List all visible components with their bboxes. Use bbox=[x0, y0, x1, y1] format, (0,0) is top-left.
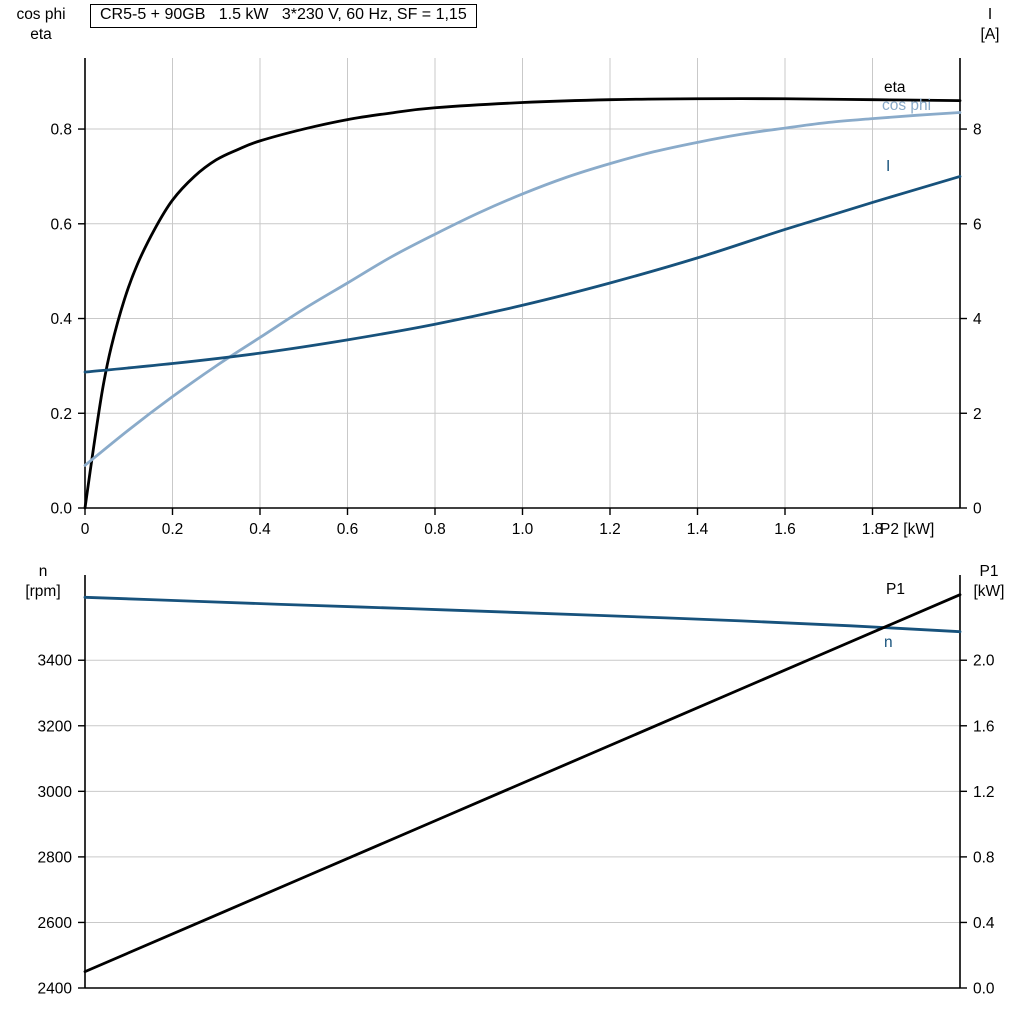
left-tick-label: 2800 bbox=[38, 849, 73, 866]
left-tick-label: 0.2 bbox=[50, 406, 72, 423]
right-tick-label: 6 bbox=[973, 216, 982, 233]
x-tick-label: 0.2 bbox=[162, 521, 184, 538]
curve-label-p1: P1 bbox=[886, 581, 905, 598]
x-tick-label: 1.2 bbox=[599, 521, 621, 538]
left-tick-label: 0.8 bbox=[50, 122, 72, 139]
axis-title-line: [kW] bbox=[973, 583, 1005, 600]
series-path-n bbox=[83, 595, 962, 634]
right-tick-label: 2.0 bbox=[973, 653, 995, 670]
left-tick-label: 0.0 bbox=[50, 501, 72, 518]
right-tick-label: 4 bbox=[973, 311, 982, 328]
left-tick-label: 3400 bbox=[38, 653, 73, 670]
right-tick-label: 0 bbox=[973, 501, 982, 518]
axis-title-line: P1 bbox=[979, 563, 999, 580]
x-tick-label: 0.4 bbox=[249, 521, 271, 538]
right-tick-label: 2 bbox=[973, 406, 982, 423]
series-path-P1 bbox=[83, 593, 962, 974]
curve-label-speed: n bbox=[884, 634, 893, 651]
x-tick-label: 0.6 bbox=[337, 521, 359, 538]
left-tick-label: 2400 bbox=[38, 981, 73, 998]
left-tick-label: 0.4 bbox=[50, 311, 72, 328]
left-tick-label: 3000 bbox=[38, 784, 73, 801]
top-right-axis-title: I [A] bbox=[962, 5, 1018, 45]
right-tick-label: 1.6 bbox=[973, 718, 995, 735]
x-tick-label: 1.4 bbox=[687, 521, 709, 538]
right-tick-label: 0.4 bbox=[973, 915, 995, 932]
x-tick-label: 1.0 bbox=[512, 521, 534, 538]
axis-title-line: I bbox=[987, 6, 993, 23]
curve-label-cos-phi: cos phi bbox=[882, 97, 932, 114]
axis-title-line: n bbox=[38, 563, 48, 580]
axis-title-line: [rpm] bbox=[25, 583, 61, 600]
x-tick-label: 1.8 bbox=[862, 521, 884, 538]
x-tick-label: 1.6 bbox=[774, 521, 796, 538]
axis-title-line: [A] bbox=[980, 26, 1000, 43]
axis-title-line: eta bbox=[30, 26, 52, 43]
x-tick-label: 0.8 bbox=[424, 521, 446, 538]
right-tick-label: 1.2 bbox=[973, 784, 995, 801]
bottom-left-axis-title: n [rpm] bbox=[10, 562, 76, 602]
axis-title-line: cos phi bbox=[16, 6, 66, 23]
top-left-axis-title: cos phi eta bbox=[4, 5, 78, 45]
curve-label-current: I bbox=[886, 158, 891, 175]
left-tick-label: 2600 bbox=[38, 915, 73, 932]
right-tick-label: 0.0 bbox=[973, 981, 995, 998]
x-axis-label: P2 [kW] bbox=[880, 521, 935, 538]
bottom-right-axis-title: P1 [kW] bbox=[958, 562, 1020, 602]
series-path-I bbox=[83, 175, 962, 374]
series-path-eta bbox=[83, 97, 962, 510]
left-tick-label: 0.6 bbox=[50, 216, 72, 233]
x-tick-label: 0 bbox=[81, 521, 90, 538]
chart-title-box: CR5-5 + 90GB 1.5 kW 3*230 V, 60 Hz, SF =… bbox=[90, 4, 477, 28]
curve-label-eta: eta bbox=[884, 79, 906, 96]
right-tick-label: 0.8 bbox=[973, 849, 995, 866]
right-tick-label: 8 bbox=[973, 122, 982, 139]
left-tick-label: 3200 bbox=[38, 718, 73, 735]
